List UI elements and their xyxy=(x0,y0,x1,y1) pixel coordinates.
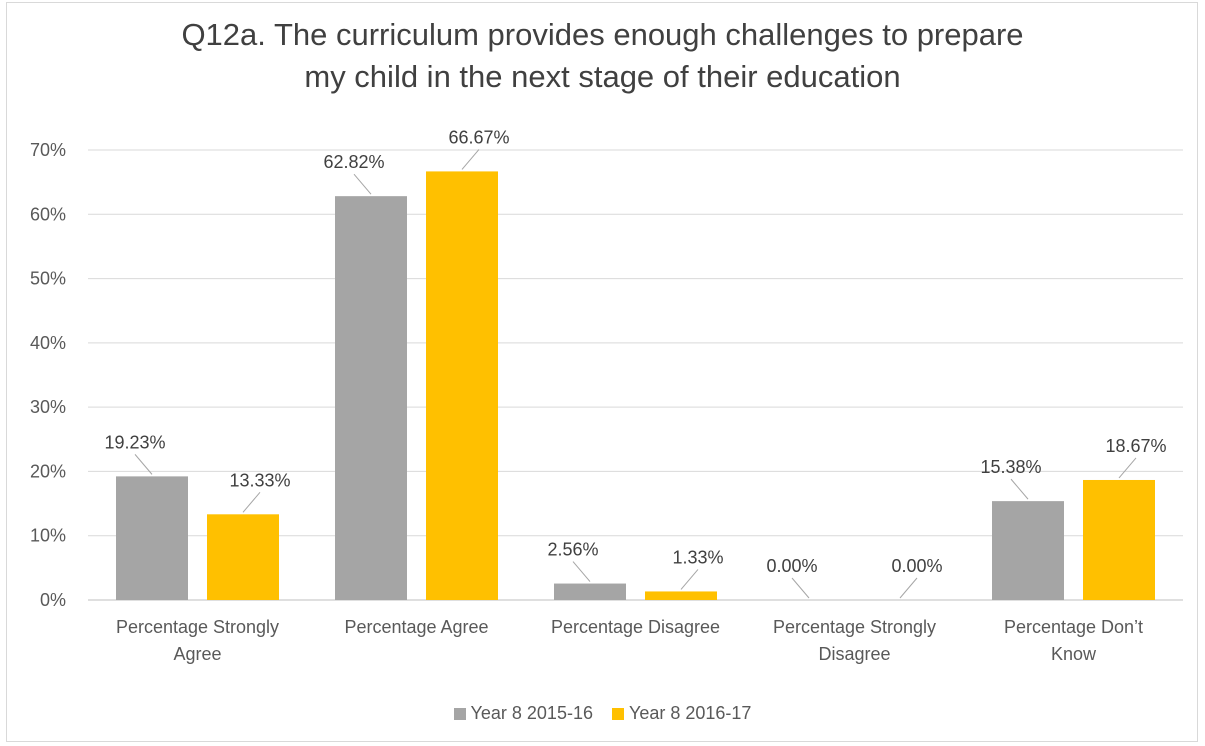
legend-label-series-2: Year 8 2016-17 xyxy=(629,703,752,723)
data-label-series-1: 2.56% xyxy=(547,540,598,560)
chart-title-line-1: Q12a. The curriculum provides enough cha… xyxy=(181,17,1024,52)
chart-title-line-2: my child in the next stage of their educ… xyxy=(304,59,901,94)
y-tick-label: 20% xyxy=(30,461,66,481)
y-tick-label: 60% xyxy=(30,204,66,224)
y-axis-tick-labels: 0% 10% 20% 30% 40% 50% 60% 70% xyxy=(30,140,66,610)
bar-series-1 xyxy=(335,196,407,600)
chart-title: Q12a. The curriculum provides enough cha… xyxy=(0,14,1205,98)
leader-line xyxy=(1010,478,1029,500)
leader-line xyxy=(791,577,810,599)
leader-line xyxy=(1118,457,1137,479)
leader-line xyxy=(680,569,699,590)
leader-line xyxy=(461,149,480,170)
legend-item-series-1: Year 8 2015-16 xyxy=(453,703,593,724)
legend-swatch-series-1 xyxy=(453,708,466,720)
data-label-series-2: 0.00% xyxy=(891,556,942,576)
legend: Year 8 2015-16 Year 8 2016-17 xyxy=(0,703,1205,724)
leader-line xyxy=(134,454,153,475)
bars xyxy=(116,171,1155,600)
data-label-series-2: 18.67% xyxy=(1105,436,1166,456)
y-tick-label: 50% xyxy=(30,269,66,289)
x-category-label: Percentage Strongly xyxy=(773,617,936,637)
y-tick-label: 10% xyxy=(30,526,66,546)
legend-label-series-1: Year 8 2015-16 xyxy=(470,703,593,723)
bar-series-1 xyxy=(992,501,1064,600)
y-tick-label: 0% xyxy=(40,590,66,610)
x-category-label: Know xyxy=(1051,644,1097,664)
y-tick-label: 30% xyxy=(30,397,66,417)
leader-line xyxy=(899,577,918,599)
data-label-series-1: 62.82% xyxy=(323,152,384,172)
data-label-series-1: 19.23% xyxy=(104,432,165,452)
legend-item-series-2: Year 8 2016-17 xyxy=(612,703,751,724)
data-label-series-2: 1.33% xyxy=(672,547,723,567)
bar-series-1 xyxy=(116,476,188,600)
x-axis-category-labels: Percentage Strongly Agree Percentage Agree… xyxy=(116,617,1143,664)
data-labels: 19.23% 13.33% 62.82% 66.67% 2.56% 1.33% 0.00% 0… xyxy=(104,127,1166,576)
x-category-label: Percentage Agree xyxy=(344,617,488,637)
x-category-label: Percentage Strongly xyxy=(116,617,279,637)
leader-line xyxy=(242,491,261,513)
bar-series-2 xyxy=(645,591,717,600)
x-category-label: Percentage Don’t xyxy=(1004,617,1143,637)
bar-series-2 xyxy=(426,171,498,600)
leader-line xyxy=(353,173,372,195)
data-label-series-1: 0.00% xyxy=(766,556,817,576)
y-tick-label: 40% xyxy=(30,333,66,353)
y-tick-label: 70% xyxy=(30,140,66,160)
data-label-series-1: 15.38% xyxy=(980,457,1041,477)
x-category-label: Agree xyxy=(173,644,221,664)
x-category-label: Percentage Disagree xyxy=(551,617,720,637)
leader-line xyxy=(572,561,591,582)
legend-swatch-series-2 xyxy=(612,708,624,720)
bar-series-2 xyxy=(1083,479,1155,600)
bar-series-2 xyxy=(207,514,279,600)
chart-area xyxy=(6,2,1198,742)
data-label-series-2: 13.33% xyxy=(229,470,290,490)
bar-series-1 xyxy=(554,583,626,600)
data-label-series-2: 66.67% xyxy=(448,127,509,147)
x-category-label: Disagree xyxy=(818,644,890,664)
data-label-leader-lines xyxy=(134,149,1137,599)
